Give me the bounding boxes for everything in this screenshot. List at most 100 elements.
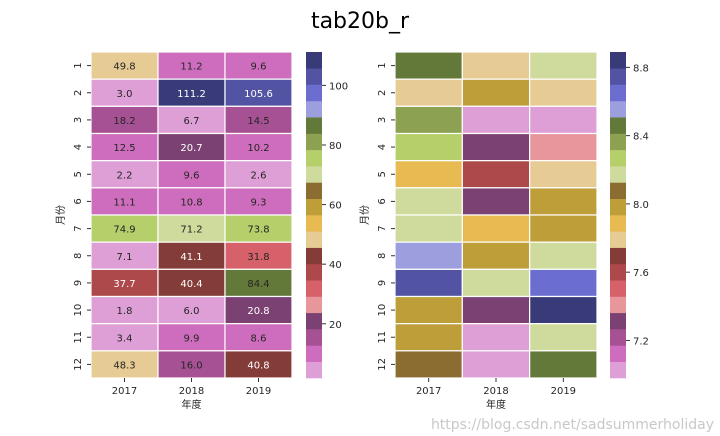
- colorbar-segment: [306, 182, 322, 199]
- colorbar-segment: [306, 345, 322, 362]
- y-tick-label: 8: [377, 253, 388, 259]
- colorbar-segment: [610, 149, 626, 167]
- colorbar-segment: [610, 312, 626, 330]
- colorbar-tick-label: 8.4: [633, 132, 649, 143]
- colorbar-segment: [306, 296, 322, 314]
- cell-label: 6.0: [184, 306, 200, 317]
- heatmap-cell: [394, 105, 463, 135]
- x-tick-label: 2019: [551, 386, 576, 397]
- heatmap-cell: [157, 160, 226, 189]
- heatmap-cell: [461, 268, 531, 298]
- heatmap-cell: [394, 241, 463, 270]
- colorbar-segment: [610, 231, 626, 248]
- heatmap-cell: [157, 51, 226, 80]
- heatmap-cell: [224, 350, 293, 379]
- cell-label: 111.2: [177, 89, 206, 100]
- y-tick-label: 7: [377, 225, 388, 231]
- cell-label: 84.4: [247, 279, 269, 290]
- heatmap-cell: [224, 295, 293, 325]
- heatmap-cell: [224, 268, 293, 298]
- y-tick-label: 4: [73, 144, 84, 150]
- heatmap-cell: [461, 187, 531, 216]
- cell-label: 12.5: [113, 143, 135, 154]
- heatmap-cell: [394, 51, 463, 80]
- cell-label: 2.2: [117, 170, 133, 181]
- cell-label: 20.7: [180, 143, 202, 154]
- heatmap-cell: [461, 323, 531, 352]
- cell-label: 20.8: [247, 306, 269, 317]
- colorbar-tick-label: 20: [329, 320, 342, 331]
- x-tick-label: 2018: [483, 386, 508, 397]
- heatmap-cell: [90, 323, 159, 352]
- heatmap-cell: [157, 187, 226, 216]
- y-tick-label: 9: [73, 280, 84, 286]
- y-tick-label: 7: [73, 225, 84, 231]
- heatmap-left: 49.8 11.2 9.6 3.0 111.2 105.6 18.2 6.7 14.5 12.5 2…: [55, 51, 348, 411]
- x-axis-label: 年度: [182, 398, 202, 411]
- y-tick-label: 2: [73, 90, 84, 96]
- cell-label: 14.5: [247, 116, 269, 127]
- cell-label: 10.8: [180, 197, 202, 208]
- heatmap-cell: [394, 295, 463, 325]
- heatmap-cell: [90, 241, 159, 270]
- heatmap-cell: [461, 241, 531, 270]
- colorbar-segment: [306, 231, 322, 248]
- colorbar-segment: [306, 52, 322, 69]
- x-tick-label: 2017: [112, 386, 137, 397]
- y-tick-label: 3: [377, 117, 388, 123]
- cell-label: 11.1: [113, 197, 135, 208]
- y-tick-label: 1: [73, 62, 84, 68]
- cell-label: 6.7: [184, 116, 200, 127]
- colorbar-segment: [306, 198, 322, 216]
- cell-label: 71.2: [180, 225, 202, 236]
- heatmap-cell: [394, 214, 463, 243]
- colorbar-segment: [610, 263, 626, 281]
- cell-label: 9.3: [251, 197, 267, 208]
- colorbar-segment: [610, 52, 626, 69]
- cell-label: 9.9: [184, 333, 200, 344]
- heatmap-cell: [461, 350, 531, 379]
- heatmap-cell: [529, 241, 598, 270]
- cell-label: 9.6: [184, 170, 200, 181]
- colorbar-segment: [306, 361, 322, 379]
- y-tick-label: 1: [377, 62, 388, 68]
- heatmap-cell: [394, 160, 463, 189]
- heatmap-cell: [529, 187, 598, 216]
- colorbar-segment: [306, 247, 322, 265]
- colorbar-tick-label: 8.0: [633, 200, 649, 211]
- heatmap-cell: [461, 160, 531, 189]
- y-axis-label: 月份: [359, 205, 371, 225]
- cell-label: 9.6: [251, 62, 267, 73]
- colorbar-segment: [610, 361, 626, 379]
- colorbar-segment: [610, 329, 626, 346]
- heatmap-cell: [224, 78, 293, 107]
- cell-label: 2.6: [251, 170, 267, 181]
- colorbar-segment: [306, 68, 322, 85]
- cell-label: 73.8: [247, 225, 269, 236]
- y-tick-label: 12: [73, 358, 84, 371]
- colorbar-tick-label: 7.2: [633, 336, 649, 347]
- cell-label: 74.9: [113, 225, 135, 236]
- heatmap-cell: [529, 295, 598, 325]
- heatmap-cell: [394, 323, 463, 352]
- y-tick-label: 2: [377, 90, 388, 96]
- heatmap-cell: [224, 241, 293, 270]
- heatmap-cell: [461, 105, 531, 135]
- heatmap-cell: [529, 78, 598, 107]
- cell-label: 49.8: [113, 62, 135, 73]
- colorbar-segment: [610, 84, 626, 102]
- x-tick-label: 2018: [179, 386, 204, 397]
- cell-label: 1.8: [117, 306, 133, 317]
- y-tick-label: 11: [377, 331, 388, 344]
- x-axis-label: 年度: [486, 398, 506, 411]
- colorbar-segment: [306, 280, 322, 297]
- heatmap-cell: [157, 214, 226, 243]
- cell-label: 3.0: [117, 89, 133, 100]
- x-tick-label: 2019: [246, 386, 271, 397]
- heatmap-cell: [90, 214, 159, 243]
- heatmap-cell: [461, 132, 531, 162]
- colorbar-tick-label: 40: [329, 260, 342, 271]
- colorbar-segment: [306, 263, 322, 281]
- colorbar-segment: [610, 68, 626, 85]
